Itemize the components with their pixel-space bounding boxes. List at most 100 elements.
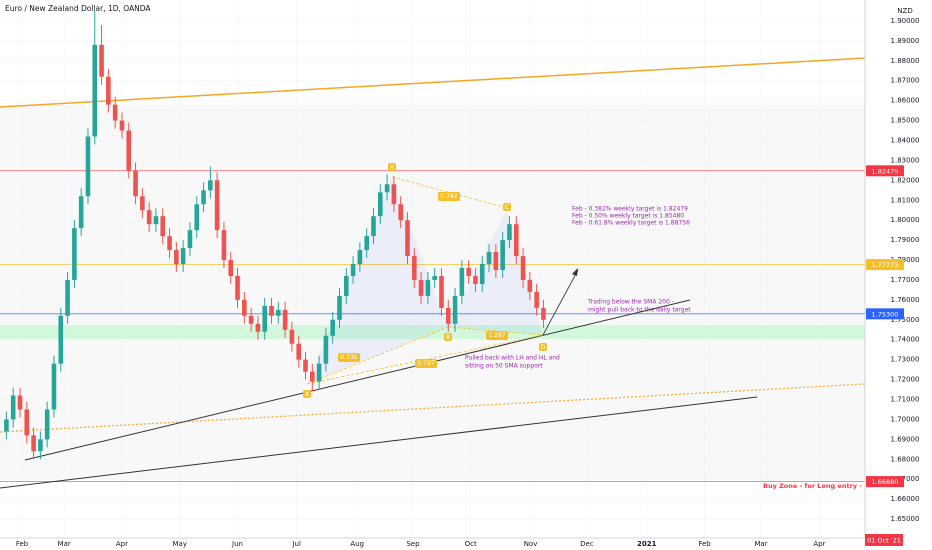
candle-body [65,279,70,316]
candle-body [398,204,403,221]
y-tick-label: 1.71000 [891,396,920,404]
channel-zone [0,105,865,480]
candle-body [418,279,424,296]
price-tag-label: 1.82479 [872,167,899,175]
candle-body [146,210,152,225]
x-tick-label: Feb [16,540,29,548]
candle-body [235,275,240,300]
candle-body [72,228,77,280]
candle-body [174,250,179,265]
candle-body [180,248,186,265]
candle-body [500,240,505,270]
candle-body [296,343,302,360]
x-tick-label: Mar [58,540,71,548]
x-tick-label: Oct [465,540,477,548]
y-tick-label: 1.76000 [891,296,920,304]
date-badge-label: 01 Oct '21 [867,537,901,545]
candle-body [269,305,274,316]
y-tick-label: 1.87000 [891,77,920,85]
candle-body [445,307,451,324]
candle-body [337,295,342,320]
y-tick-label: 1.82000 [891,176,920,184]
x-tick-label: Aug [350,540,364,548]
ratio-label: 0.735 [340,354,357,361]
candle-body [316,363,322,382]
price-tag [866,476,904,488]
candle-body [350,264,356,276]
price-axis-bg [865,0,932,550]
y-tick-label: 1.70000 [891,415,920,423]
y-tick-label: 1.83000 [891,156,920,164]
y-tick-label: 1.68000 [891,455,920,463]
annotation: sitting on 50 SMA support [465,363,543,370]
candle-body [112,104,118,121]
candle-body [425,279,431,296]
point-label: X [305,391,309,398]
candle-body [106,76,111,105]
candle-body [31,435,36,452]
point-label: C [505,204,509,211]
candle-body [24,409,30,436]
y-tick-label: 1.85000 [891,117,920,125]
candle-body [10,395,16,420]
x-tick-label: Mar [754,540,767,548]
y-tick-label: 1.79000 [891,236,920,244]
candle-body [38,439,43,452]
overlays: 1.65000 1.66000 1.67000 1.68000 1.69000 1.700… [16,17,920,548]
candle-body [78,196,84,229]
arrow [542,269,579,336]
x-tick-label: Nov [524,540,538,548]
candle-body [17,395,23,410]
channel-dotted [0,383,866,433]
candle-body [167,236,172,251]
date-badge [865,534,903,546]
candle-body [432,275,437,280]
candle-body [194,204,200,231]
price-tag-label: 1.77773 [872,261,899,269]
candle-body [357,250,363,265]
candle-body [282,309,288,330]
candle-body [303,359,308,372]
candle-body [343,275,349,296]
candle-body [44,409,50,440]
annotation: might pull back to the daily target [588,307,691,314]
annotation: Feb - 0.50% weekly target is 1.85480 [572,213,684,220]
y-tick-label: 1.74000 [891,336,920,344]
candle-body [534,291,539,308]
candle-body [486,252,492,265]
y-tick-label: 1.67000 [891,475,920,483]
candle-body [527,279,533,292]
y-tick-label: 1.80000 [891,216,920,224]
candle-body [262,305,268,332]
y-tick-label: 1.77000 [891,276,920,284]
candle-body [384,184,390,193]
x-tick-label: Dec [580,540,594,548]
y-tick-label: 1.73000 [891,356,920,364]
y-tick-label: 1.66000 [891,495,920,503]
trend-line [24,299,691,461]
price-tag [866,308,904,320]
candle-body [479,264,485,284]
price-tag-label: 1.66880 [872,478,899,486]
candle-body [405,220,410,257]
y-tick-label: 1.88000 [891,57,920,65]
x-tick-label: Jun [231,540,243,548]
ratio-label: 1.287 [488,332,505,339]
y-tick-label: 1.75000 [891,316,920,324]
candle-body [466,268,471,276]
x-tick-label: 2021 [637,540,657,548]
price-tag [866,259,904,271]
arrow-head [572,268,578,276]
candle-body [459,268,465,296]
candle-body [310,371,315,382]
candle-body [439,275,444,308]
ratio-label: 0.797 [417,360,434,367]
pattern-labels: X A B C D 0.735 0.742 0.797 1.287 [303,163,547,398]
chart-title: Euro / New Zealand Dollar, 1D, OANDA [5,4,151,13]
candle-body [452,295,458,324]
y-tick-label: 1.69000 [891,435,920,443]
currency-label: NZD [897,7,912,15]
annotation: Trading below the SMA 200 - [587,299,674,306]
annotation: Feb - 0.382% weekly target is 1.82479 [572,206,688,213]
